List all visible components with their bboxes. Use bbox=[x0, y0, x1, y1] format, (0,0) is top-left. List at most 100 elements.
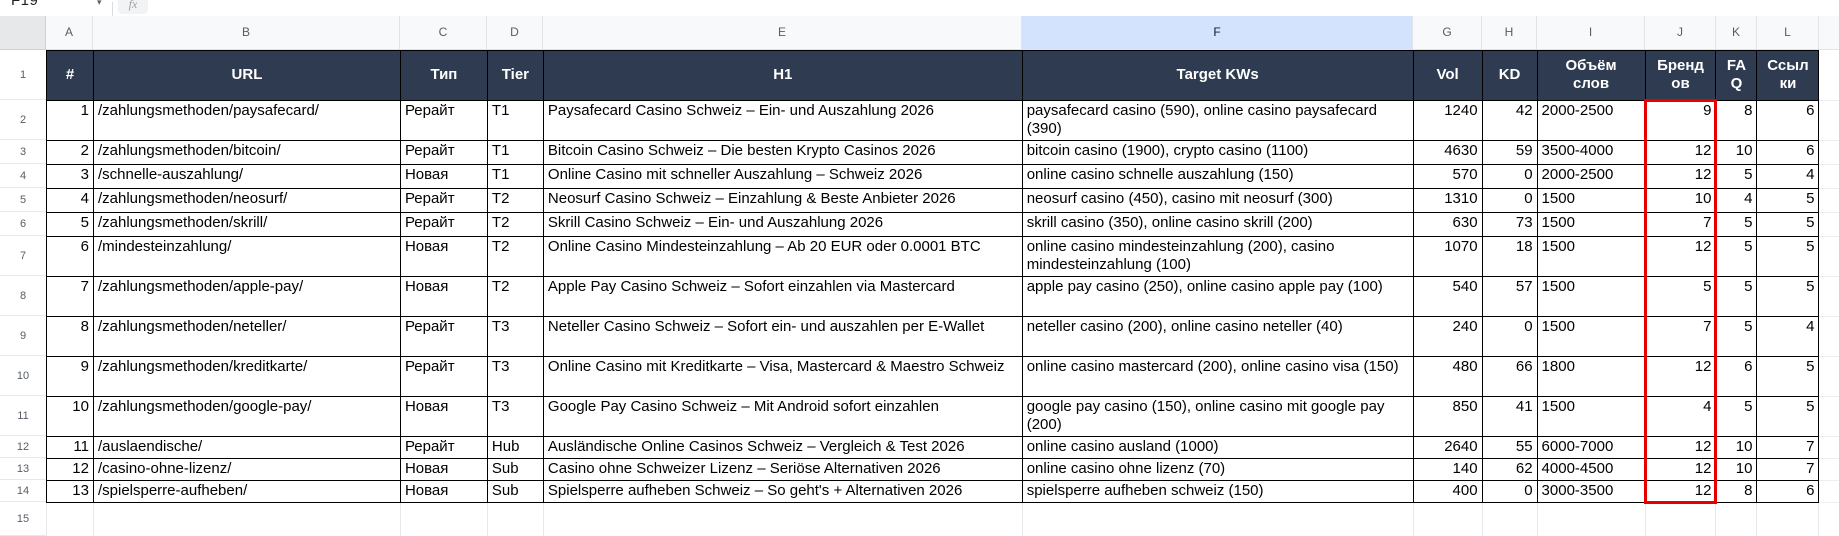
cell-A5[interactable]: 4 bbox=[46, 188, 94, 213]
row-header-7[interactable]: 7 bbox=[0, 236, 46, 276]
cell-I15[interactable] bbox=[1536, 502, 1646, 536]
cell-D9[interactable]: T3 bbox=[486, 316, 544, 357]
cell-H15[interactable] bbox=[1481, 502, 1538, 536]
cell-H4[interactable]: 0 bbox=[1481, 164, 1538, 189]
cell-C13[interactable]: Новая bbox=[399, 458, 488, 481]
cell-L11[interactable]: 5 bbox=[1756, 396, 1820, 437]
cell-F5[interactable]: neosurf casino (450), casino mit neosurf… bbox=[1021, 188, 1414, 213]
cell-E15[interactable] bbox=[542, 502, 1023, 536]
cell-D12[interactable]: Hub bbox=[486, 436, 544, 459]
row-header-1[interactable]: 1 bbox=[0, 50, 46, 100]
cell-J15[interactable] bbox=[1644, 502, 1717, 536]
cell-G2[interactable]: 1240 bbox=[1412, 100, 1483, 141]
cell-C9[interactable]: Рерайт bbox=[399, 316, 488, 357]
cell-H2[interactable]: 42 bbox=[1481, 100, 1538, 141]
cell-F13[interactable]: online casino ohne lizenz (70) bbox=[1021, 458, 1414, 481]
row-header-8[interactable]: 8 bbox=[0, 276, 46, 316]
cell-C12[interactable]: Рерайт bbox=[399, 436, 488, 459]
cell-I2[interactable]: 2000-2500 bbox=[1536, 100, 1646, 141]
cell-F12[interactable]: online casino ausland (1000) bbox=[1021, 436, 1414, 459]
cell-L13[interactable]: 7 bbox=[1756, 458, 1820, 481]
header-cell-I1[interactable]: Объём слов bbox=[1536, 50, 1646, 101]
cell-B8[interactable]: /zahlungsmethoden/apple-pay/ bbox=[92, 276, 401, 317]
cell-H14[interactable]: 0 bbox=[1481, 480, 1538, 503]
cell-H13[interactable]: 62 bbox=[1481, 458, 1538, 481]
cell-L9[interactable]: 4 bbox=[1756, 316, 1820, 357]
cell-G9[interactable]: 240 bbox=[1412, 316, 1483, 357]
cell-D5[interactable]: T2 bbox=[486, 188, 544, 213]
header-cell-J1[interactable]: Брендов bbox=[1644, 50, 1717, 101]
cell-I3[interactable]: 3500-4000 bbox=[1536, 140, 1646, 165]
cell-I13[interactable]: 4000-4500 bbox=[1536, 458, 1646, 481]
cell-K15[interactable] bbox=[1715, 502, 1758, 536]
cell-H5[interactable]: 0 bbox=[1481, 188, 1538, 213]
cell-E4[interactable]: Online Casino mit schneller Auszahlung –… bbox=[542, 164, 1023, 189]
cell-G10[interactable]: 480 bbox=[1412, 356, 1483, 397]
cell-J7[interactable]: 12 bbox=[1644, 236, 1717, 277]
cell-E10[interactable]: Online Casino mit Kreditkarte – Visa, Ma… bbox=[542, 356, 1023, 397]
column-header-I[interactable]: I bbox=[1537, 16, 1645, 50]
cell-B12[interactable]: /auslaendische/ bbox=[92, 436, 401, 459]
cell-B10[interactable]: /zahlungsmethoden/kreditkarte/ bbox=[92, 356, 401, 397]
cell-K8[interactable]: 5 bbox=[1715, 276, 1758, 317]
cell-K13[interactable]: 10 bbox=[1715, 458, 1758, 481]
cell-I5[interactable]: 1500 bbox=[1536, 188, 1646, 213]
cell-D8[interactable]: T2 bbox=[486, 276, 544, 317]
cell-L7[interactable]: 5 bbox=[1756, 236, 1820, 277]
column-header-H[interactable]: H bbox=[1482, 16, 1537, 50]
cell-F15[interactable] bbox=[1021, 502, 1414, 536]
row-header-4[interactable]: 4 bbox=[0, 164, 46, 188]
row-header-11[interactable]: 11 bbox=[0, 396, 46, 436]
cell-J3[interactable]: 12 bbox=[1644, 140, 1717, 165]
cell-D4[interactable]: T1 bbox=[486, 164, 544, 189]
cell-J14[interactable]: 12 bbox=[1644, 480, 1717, 503]
header-cell-D1[interactable]: Tier bbox=[486, 50, 544, 101]
header-cell-G1[interactable]: Vol bbox=[1412, 50, 1483, 101]
cell-F10[interactable]: online casino mastercard (200), online c… bbox=[1021, 356, 1414, 397]
column-header-G[interactable]: G bbox=[1413, 16, 1482, 50]
cell-C3[interactable]: Рерайт bbox=[399, 140, 488, 165]
cell-H9[interactable]: 0 bbox=[1481, 316, 1538, 357]
cell-B5[interactable]: /zahlungsmethoden/neosurf/ bbox=[92, 188, 401, 213]
cell-D10[interactable]: T3 bbox=[486, 356, 544, 397]
cell-G3[interactable]: 4630 bbox=[1412, 140, 1483, 165]
cell-L8[interactable]: 5 bbox=[1756, 276, 1820, 317]
cell-E13[interactable]: Casino ohne Schweizer Lizenz – Seriöse A… bbox=[542, 458, 1023, 481]
cell-D11[interactable]: T3 bbox=[486, 396, 544, 437]
cell-L2[interactable]: 6 bbox=[1756, 100, 1820, 141]
header-cell-H1[interactable]: KD bbox=[1481, 50, 1538, 101]
cell-F8[interactable]: apple pay casino (250), online casino ap… bbox=[1021, 276, 1414, 317]
column-header-B[interactable]: B bbox=[93, 16, 400, 50]
cell-F9[interactable]: neteller casino (200), online casino net… bbox=[1021, 316, 1414, 357]
header-cell-K1[interactable]: FAQ bbox=[1715, 50, 1758, 101]
cell-C5[interactable]: Рерайт bbox=[399, 188, 488, 213]
cell-J4[interactable]: 12 bbox=[1644, 164, 1717, 189]
cell-K6[interactable]: 5 bbox=[1715, 212, 1758, 237]
cell-K3[interactable]: 10 bbox=[1715, 140, 1758, 165]
row-header-13[interactable]: 13 bbox=[0, 458, 46, 480]
cell-B4[interactable]: /schnelle-auszahlung/ bbox=[92, 164, 401, 189]
cell-L15[interactable] bbox=[1756, 502, 1820, 536]
cell-K5[interactable]: 4 bbox=[1715, 188, 1758, 213]
cell-F14[interactable]: spielsperre aufheben schweiz (150) bbox=[1021, 480, 1414, 503]
cell-K9[interactable]: 5 bbox=[1715, 316, 1758, 357]
cell-G13[interactable]: 140 bbox=[1412, 458, 1483, 481]
cell-E11[interactable]: Google Pay Casino Schweiz – Mit Android … bbox=[542, 396, 1023, 437]
cell-I7[interactable]: 1500 bbox=[1536, 236, 1646, 277]
row-header-3[interactable]: 3 bbox=[0, 140, 46, 164]
cell-G7[interactable]: 1070 bbox=[1412, 236, 1483, 277]
cell-H10[interactable]: 66 bbox=[1481, 356, 1538, 397]
row-header-5[interactable]: 5 bbox=[0, 188, 46, 212]
cell-F4[interactable]: online casino schnelle auszahlung (150) bbox=[1021, 164, 1414, 189]
cell-I8[interactable]: 1500 bbox=[1536, 276, 1646, 317]
cell-A11[interactable]: 10 bbox=[46, 396, 94, 437]
cell-I9[interactable]: 1500 bbox=[1536, 316, 1646, 357]
cell-D3[interactable]: T1 bbox=[486, 140, 544, 165]
row-header-14[interactable]: 14 bbox=[0, 480, 46, 502]
cell-C14[interactable]: Новая bbox=[399, 480, 488, 503]
cell-J13[interactable]: 12 bbox=[1644, 458, 1717, 481]
column-header-L[interactable]: L bbox=[1757, 16, 1819, 50]
cell-I12[interactable]: 6000-7000 bbox=[1536, 436, 1646, 459]
cell-F11[interactable]: google pay casino (150), online casino m… bbox=[1021, 396, 1414, 437]
cell-G14[interactable]: 400 bbox=[1412, 480, 1483, 503]
